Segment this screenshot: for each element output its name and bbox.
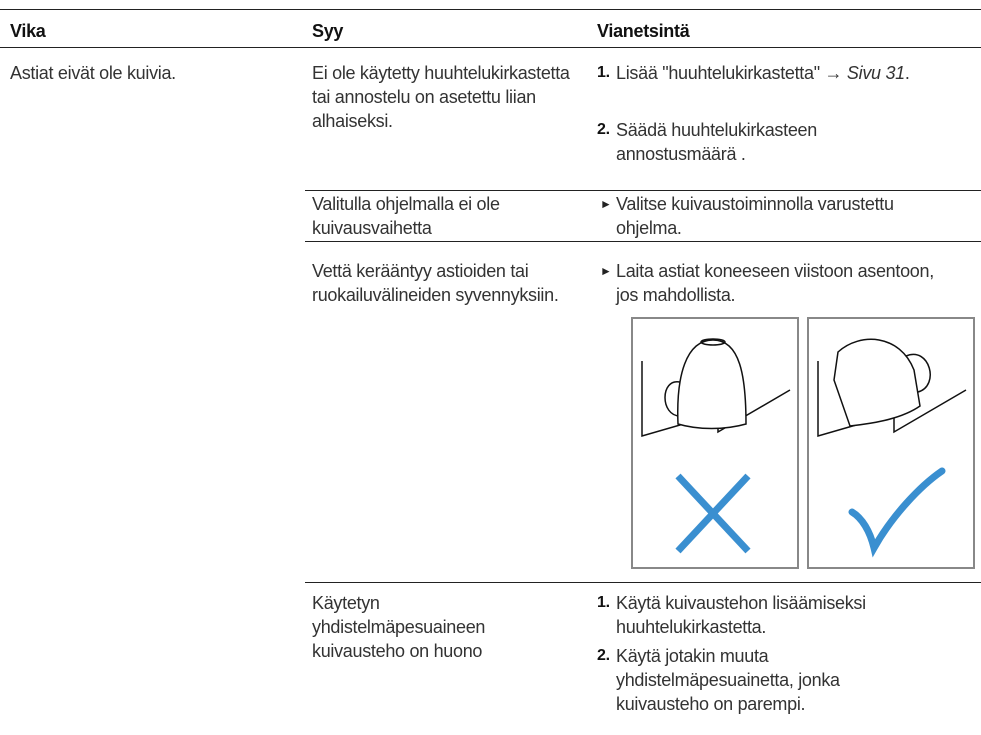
step-number: 1. [597,594,610,611]
step-end: . [904,63,910,83]
rule [0,47,981,48]
cause: Valitulla ohjelmalla ei ole kuivausvaihe… [312,194,500,238]
bullet: ► [600,197,612,211]
step: Säädä huuhtelukirkasteen annostusmäärä . [616,120,817,164]
step: Laita astiat koneeseen viistoon asentoon… [616,261,934,305]
cause: Ei ole käytetty huuhtelukirkastetta tai … [312,63,570,131]
header-cell: Vika [10,21,46,41]
header-cell: Syy [312,21,344,41]
rule [305,241,981,242]
step-number: 1. [597,64,610,81]
step-text: Lisää "huuhtelukirkastetta" → [616,63,847,83]
step: Lisää "huuhtelukirkastetta" → Sivu 31. [616,61,972,85]
step: Käytä jotakin muuta yhdistelmäpesuainett… [616,646,840,714]
page-link[interactable]: Sivu 31 [846,63,905,83]
rule [0,9,981,10]
bullet: ► [600,264,612,278]
step-number: 2. [597,647,610,664]
cause: Käytetyn yhdistelmäpesuaineen kuivausteh… [312,593,486,661]
rule [305,582,981,583]
header-cell: Vianetsintä [597,21,690,41]
fault: Astiat eivät ole kuivia. [10,63,176,83]
step-number: 2. [597,121,610,138]
step: Käytä kuivaustehon lisäämiseksi huuhtelu… [616,593,866,637]
rule [305,190,981,191]
illustration [631,317,975,569]
step: Valitse kuivaustoiminnolla varustettu oh… [616,194,894,238]
cause: Vettä kerääntyy astioiden tai ruokailuvä… [312,261,559,305]
